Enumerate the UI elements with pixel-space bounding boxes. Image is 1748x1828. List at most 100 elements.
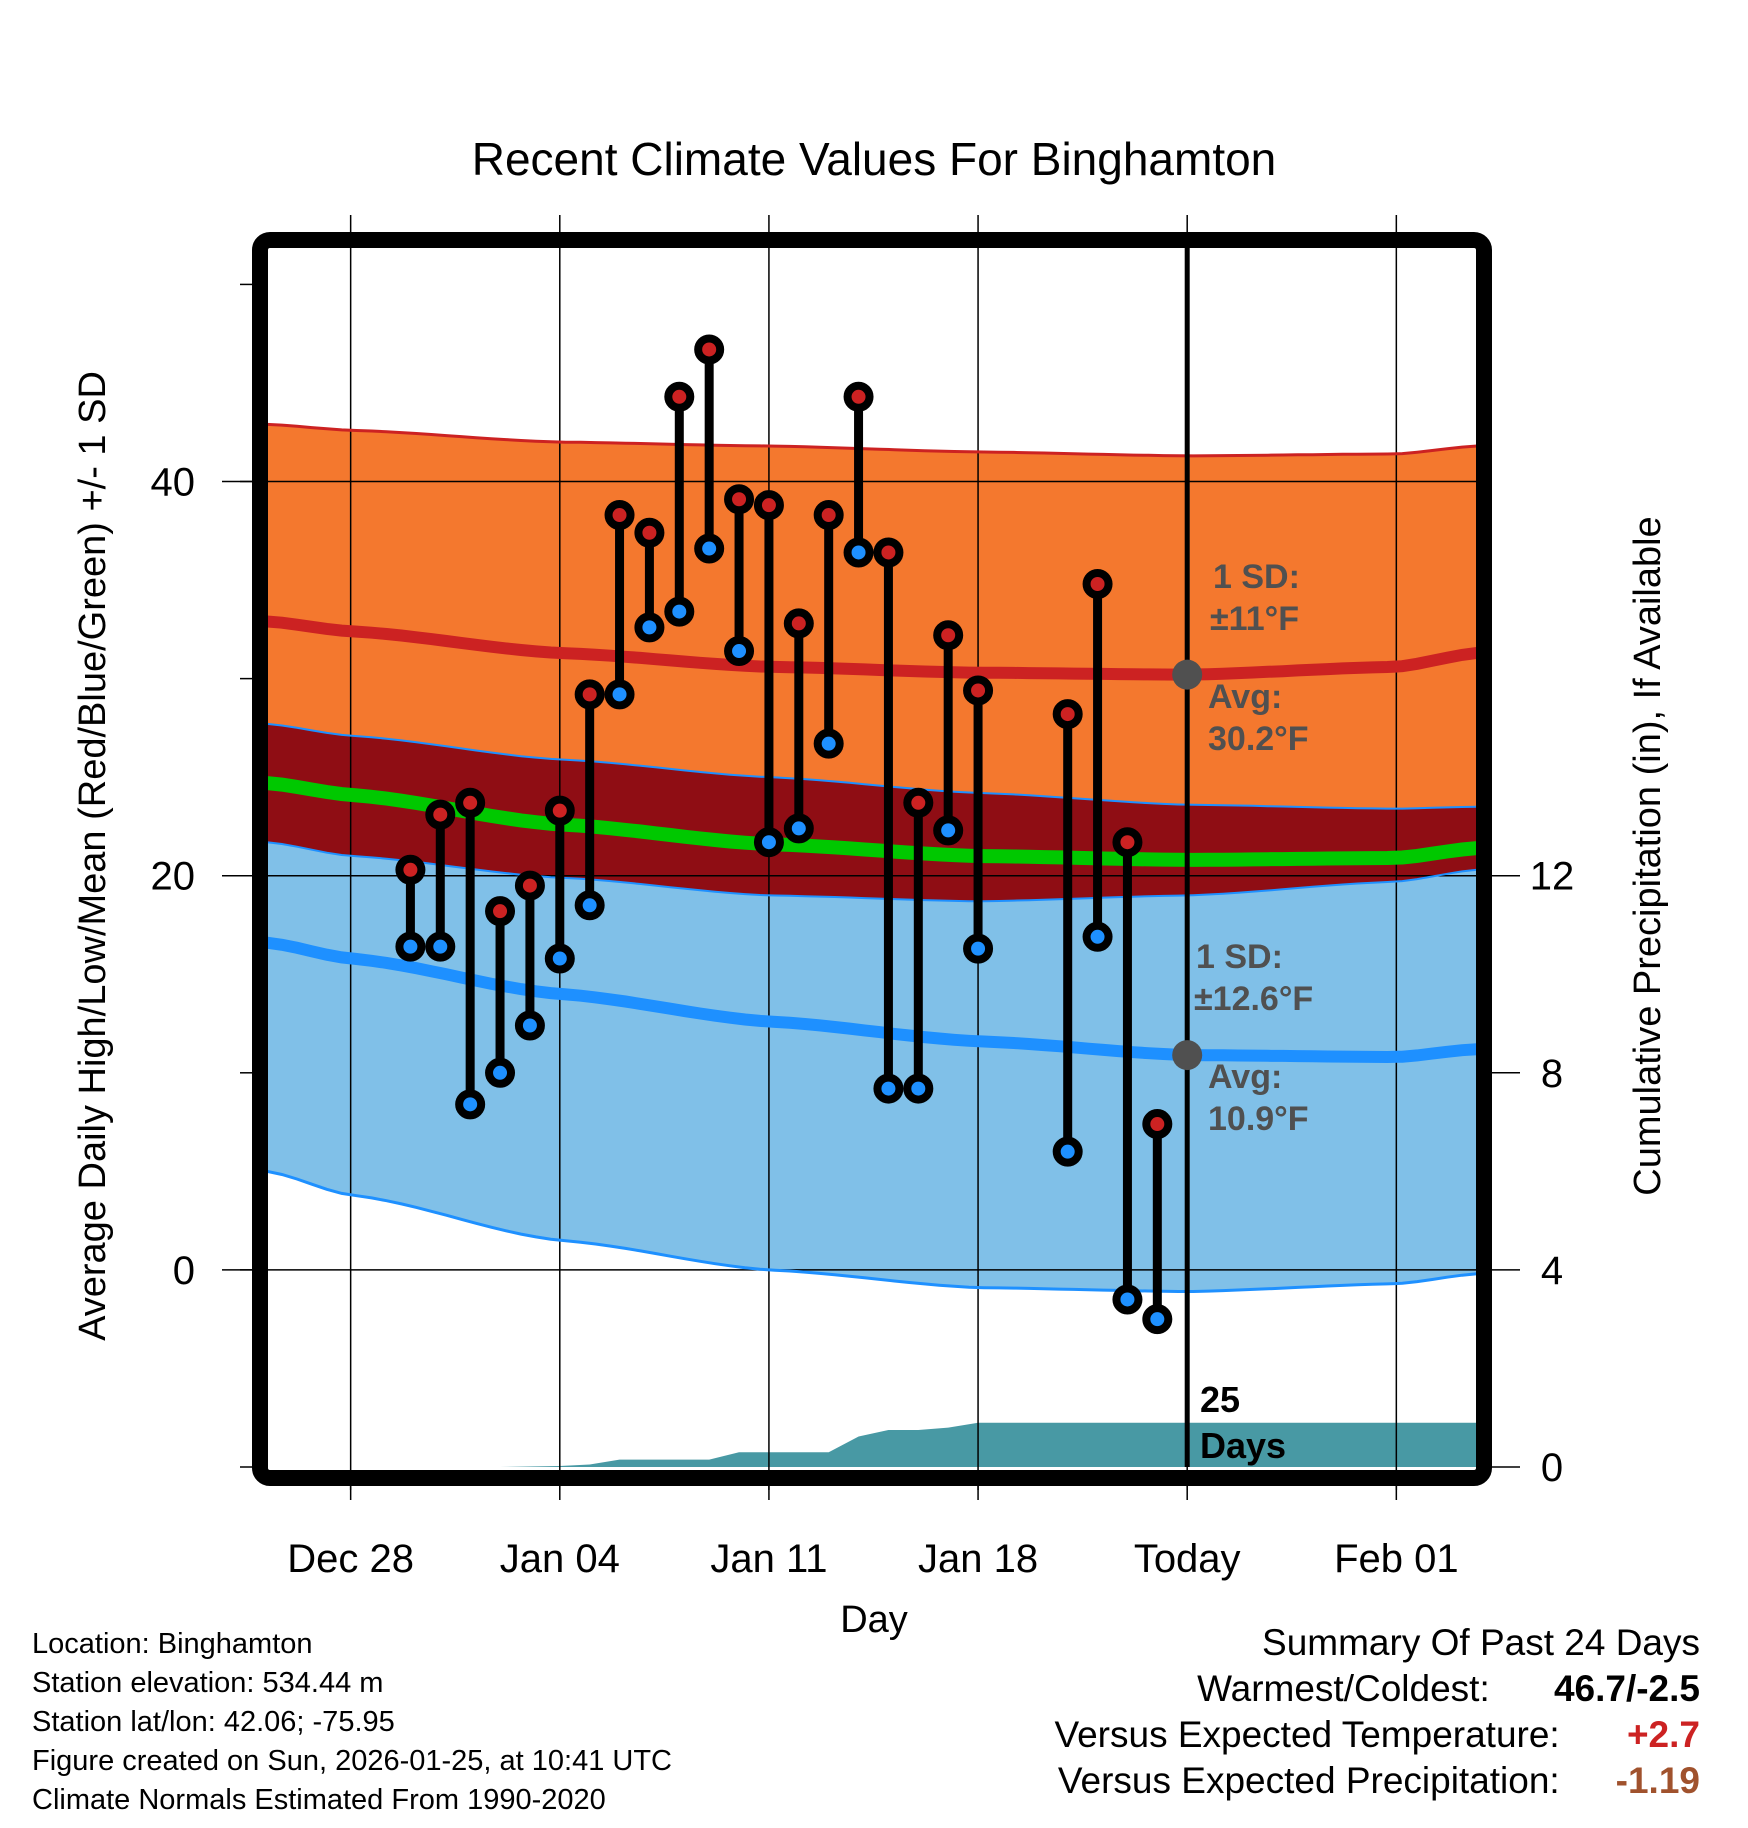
- daily-high-point: [395, 854, 426, 885]
- daily-high-point: [694, 334, 725, 365]
- y-tick-label: 0: [173, 1249, 195, 1293]
- y-axis: 0 20 40: [151, 283, 252, 1468]
- daily-low-point: [1052, 1136, 1083, 1167]
- daily-low-point: [903, 1073, 934, 1104]
- precip-value: -1.19: [1615, 1760, 1700, 1801]
- x-tick-label: Dec 28: [287, 1537, 414, 1581]
- x-axis: Dec 28 Jan 04 Jan 11 Jan 18 Today Feb 01: [287, 1478, 1459, 1581]
- daily-low-point: [843, 537, 874, 568]
- station-info: Location: Binghamton Station elevation: …: [32, 1625, 672, 1820]
- precip-label: Versus Expected Precipitation:: [1057, 1760, 1560, 1801]
- daily-low-point: [813, 728, 844, 759]
- daily-high-point: [903, 787, 934, 818]
- daily-low-point: [544, 943, 575, 974]
- y2-tick-label: 4: [1541, 1249, 1563, 1293]
- daily-low-point: [783, 813, 814, 844]
- daily-low-point: [1112, 1284, 1143, 1315]
- daily-high-point: [933, 620, 964, 651]
- daily-high-point: [1112, 827, 1143, 858]
- annotations: 1 SD: ±11°F Avg: 30.2°F 1 SD: ±12.6°F Av…: [1194, 558, 1313, 1466]
- daily-high-point: [813, 500, 844, 531]
- summary-temp: Versus Expected Temperature: +2.7: [1054, 1712, 1700, 1758]
- warmest-coldest-label: Warmest/Coldest:: [1197, 1668, 1490, 1709]
- chart-title: Recent Climate Values For Binghamton: [472, 133, 1277, 185]
- avg-markers: [1172, 659, 1203, 1071]
- daily-low-point: [933, 815, 964, 846]
- daily-high-point: [455, 787, 486, 818]
- summary-title: Summary Of Past 24 Days: [1262, 1622, 1700, 1663]
- daily-high-point: [783, 608, 814, 639]
- daily-high-point: [485, 896, 516, 927]
- summary-warmest-coldest: Warmest/Coldest: 46.7/-2.5: [1054, 1666, 1700, 1712]
- daily-low-point: [574, 890, 605, 921]
- low-sd-value: ±12.6°F: [1194, 980, 1313, 1018]
- low-avg-value: 10.9°F: [1208, 1100, 1309, 1138]
- high-avg-marker: [1172, 659, 1203, 690]
- daily-high-point: [514, 870, 545, 901]
- daily-low-point: [604, 679, 635, 710]
- daily-high-point: [604, 500, 635, 531]
- daily-low-point: [455, 1089, 486, 1120]
- x-axis-label: Day: [840, 1599, 908, 1641]
- daily-low-point: [753, 827, 784, 858]
- y-tick-label: 20: [151, 855, 196, 899]
- daily-low-point: [664, 596, 695, 627]
- precip-area: [267, 1422, 1477, 1467]
- daily-low-point: [873, 1073, 904, 1104]
- precip-cumulative-area: [267, 1422, 1477, 1467]
- low-avg-label: Avg:: [1208, 1058, 1282, 1096]
- daily-high-point: [1052, 699, 1083, 730]
- x-tick-label: Jan 18: [918, 1537, 1038, 1581]
- x-tick-label: Feb 01: [1334, 1537, 1459, 1581]
- daily-high-point: [963, 675, 994, 706]
- low-sd-label: 1 SD:: [1196, 938, 1283, 976]
- y-axis-label: Average Daily High/Low/Mean (Red/Blue/Gr…: [72, 371, 114, 1341]
- x-tick-label: Jan 11: [710, 1537, 827, 1581]
- daily-high-point: [873, 537, 904, 568]
- high-avg-label: Avg:: [1208, 678, 1282, 716]
- low-sd-band: [267, 842, 1477, 1292]
- high-minus-sd-line: [267, 722, 1477, 810]
- summary-panel: Summary Of Past 24 Days Warmest/Coldest:…: [1054, 1620, 1700, 1804]
- temp-value: +2.7: [1626, 1714, 1700, 1755]
- y2-tick-label: 0: [1541, 1446, 1563, 1490]
- high-plus-sd-line: [267, 422, 1477, 458]
- warmest-coldest-value: 46.7/-2.5: [1553, 1668, 1700, 1709]
- daily-high-point: [1082, 569, 1113, 600]
- high-sd-label: 1 SD:: [1213, 558, 1300, 596]
- daily-low-point: [1142, 1304, 1173, 1335]
- high-mean-line: [267, 615, 1477, 681]
- info-normals: Climate Normals Estimated From 1990-2020: [32, 1784, 606, 1816]
- daily-low-point: [395, 931, 426, 962]
- daily-high-point: [753, 490, 784, 521]
- daily-high-point: [425, 799, 456, 830]
- daily-high-point: [843, 381, 874, 412]
- info-created: Figure created on Sun, 2026-01-25, at 10…: [32, 1745, 672, 1777]
- y2-axis: 0 4 8 12: [1492, 855, 1574, 1490]
- daily-high-point: [724, 484, 755, 515]
- info-location: Location: Binghamton: [32, 1628, 313, 1660]
- high-sd-band: [267, 424, 1477, 809]
- low-avg-marker: [1172, 1040, 1203, 1071]
- daily-low-point: [694, 533, 725, 564]
- days-word: Days: [1200, 1425, 1286, 1466]
- daily-high-point: [1142, 1109, 1173, 1140]
- high-sd-value: ±11°F: [1210, 600, 1299, 638]
- x-tick-label: Jan 04: [500, 1537, 620, 1581]
- daily-low-point: [485, 1057, 516, 1088]
- daily-low-point: [963, 933, 994, 964]
- info-elevation: Station elevation: 534.44 m: [32, 1667, 384, 1699]
- daily-low-point: [1082, 921, 1113, 952]
- high-avg-value: 30.2°F: [1208, 720, 1309, 758]
- daily-marks: [395, 334, 1173, 1335]
- y2-axis-label: Cumulative Precipitation (in), If Availa…: [1627, 516, 1669, 1195]
- temp-label: Versus Expected Temperature:: [1054, 1714, 1560, 1755]
- y-tick-label: 40: [151, 461, 196, 505]
- low-minus-sd-line: [267, 1169, 1477, 1293]
- daily-low-point: [425, 931, 456, 962]
- daily-high-point: [634, 517, 665, 548]
- daily-high-point: [664, 381, 695, 412]
- y2-tick-label: 8: [1541, 1052, 1563, 1096]
- daily-high-point: [574, 679, 605, 710]
